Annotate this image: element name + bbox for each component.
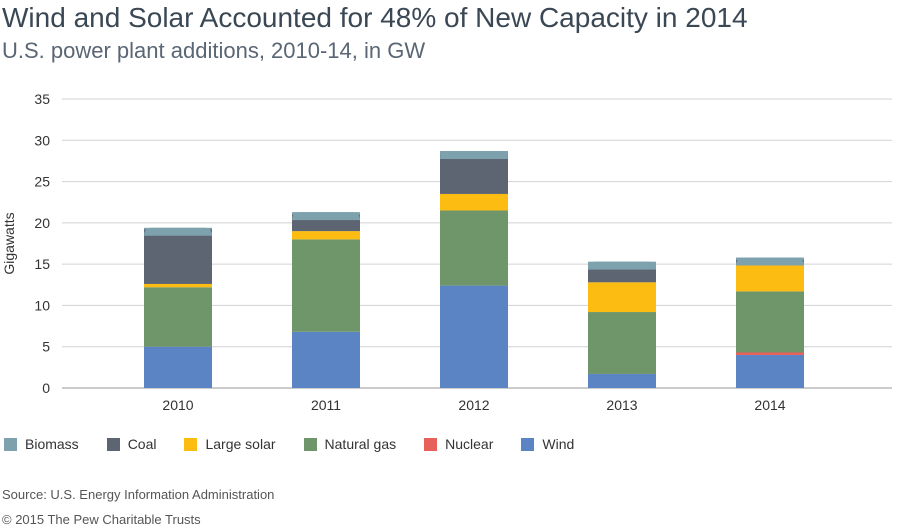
- x-tick-label-2013: 2013: [606, 397, 637, 413]
- bar-cap-2010: [144, 227, 212, 236]
- x-tick-label-2011: 2011: [311, 397, 341, 413]
- y-tick-label: 30: [34, 132, 50, 148]
- legend-swatch-coal: [106, 437, 120, 451]
- bar-2013-large-solar: [588, 282, 656, 313]
- y-tick-label: 10: [34, 297, 50, 313]
- legend-swatch-biomass: [4, 437, 17, 451]
- legend-item-natural-gas: Natural gas: [303, 436, 397, 452]
- source-note: Source: U.S. Energy Information Administ…: [2, 487, 275, 502]
- y-tick-label: 25: [34, 174, 50, 190]
- y-tick-label: 35: [34, 91, 50, 107]
- legend-label-large-solar: Large solar: [205, 436, 276, 452]
- copyright-note: © 2015 The Pew Charitable Trusts: [2, 512, 201, 527]
- legend-label-coal: Coal: [127, 436, 157, 452]
- bar-cap-2011: [292, 212, 360, 221]
- bar-2013-natural-gas: [588, 312, 656, 374]
- chart-subtitle: U.S. power plant additions, 2010-14, in …: [2, 38, 426, 63]
- legend-item-wind: Wind: [521, 436, 574, 452]
- legend-label-nuclear: Nuclear: [445, 436, 494, 452]
- x-tick-label-2012: 2012: [458, 397, 489, 413]
- bar-2013-wind: [588, 373, 656, 388]
- bar-cap-2014: [736, 257, 804, 266]
- legend-item-coal: Coal: [106, 436, 157, 452]
- bar-2014-large-solar: [736, 264, 804, 292]
- chart-legend: Biomass Coal Large solar Natural gas Nuclear…: [4, 436, 602, 452]
- bar-cap-2012: [440, 151, 508, 160]
- bar-2012-large-solar: [440, 193, 508, 211]
- bar-2012-wind: [440, 285, 508, 388]
- stacked-bar-chart: 0 5 10 15 20 25 30 35 Gigawatts 2010 2011 2012 2013 2…: [1, 91, 892, 413]
- chart-title: Wind and Solar Accounted for 48% of New …: [2, 2, 748, 33]
- bar-2014-natural-gas: [736, 291, 804, 353]
- y-axis-label: Gigawatts: [1, 212, 17, 274]
- bar-2014-nuclear: [736, 352, 804, 355]
- y-tick-label: 15: [34, 256, 50, 272]
- bar-2012-coal: [440, 155, 508, 194]
- bar-2010-natural-gas: [144, 287, 212, 347]
- y-tick-label: 20: [34, 215, 50, 231]
- legend-label-biomass: Biomass: [25, 436, 79, 452]
- bar-2011-wind: [292, 331, 360, 388]
- legend-swatch-nuclear: [424, 437, 438, 451]
- legend-label-natural-gas: Natural gas: [324, 436, 397, 452]
- bar-2013-coal: [588, 268, 656, 283]
- legend-item-large-solar: Large solar: [184, 436, 276, 452]
- bar-2012-natural-gas: [440, 210, 508, 286]
- bar-2014-wind: [736, 354, 804, 388]
- y-tick-label: 0: [42, 380, 50, 396]
- y-tick-label: 5: [42, 339, 50, 355]
- bar-2011-large-solar: [292, 231, 360, 240]
- legend-label-wind: Wind: [542, 436, 575, 452]
- legend-item-biomass: Biomass: [4, 436, 79, 452]
- x-tick-label-2010: 2010: [162, 397, 193, 413]
- bar-cap-2013: [588, 261, 656, 270]
- bar-2011-natural-gas: [292, 239, 360, 332]
- legend-swatch-wind: [521, 437, 535, 451]
- bar-2010-coal: [144, 229, 212, 284]
- legend-swatch-natural-gas: [303, 437, 317, 451]
- x-tick-label-2014: 2014: [754, 397, 785, 413]
- legend-swatch-large-solar: [184, 437, 198, 451]
- legend-item-nuclear: Nuclear: [424, 436, 493, 452]
- bar-2010-large-solar: [144, 283, 212, 288]
- bar-2010-wind: [144, 346, 212, 388]
